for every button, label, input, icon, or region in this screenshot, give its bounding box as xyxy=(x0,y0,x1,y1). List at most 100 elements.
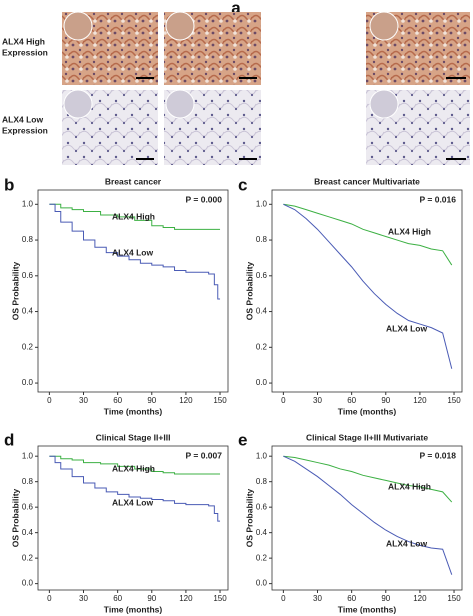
x-tick-label: 90 xyxy=(147,594,156,603)
plot-frame xyxy=(271,189,463,393)
y-tick-label: 0.2 xyxy=(22,342,34,351)
x-tick-label: 120 xyxy=(413,594,427,603)
x-tick-label: 0 xyxy=(281,594,286,603)
y-tick-label: 1.0 xyxy=(22,199,34,208)
survival-curve xyxy=(49,203,221,230)
survival-curve xyxy=(283,203,453,369)
x-tick-label: 30 xyxy=(313,396,322,405)
x-tick-label: 150 xyxy=(213,594,227,603)
inset xyxy=(165,89,195,119)
y-tick-label: 0.2 xyxy=(22,553,34,562)
x-tick-label: 90 xyxy=(381,396,390,405)
x-axis-label: Time (months) xyxy=(104,604,163,614)
x-tick-label: 150 xyxy=(447,396,461,405)
x-tick-label: 120 xyxy=(179,594,193,603)
row-label: ALX4 High xyxy=(2,36,45,46)
survival-curve xyxy=(283,455,453,503)
inset xyxy=(369,89,399,119)
p-value: P = 0.016 xyxy=(420,194,457,204)
y-tick-label: 0.2 xyxy=(256,553,268,562)
x-axis-label: Time (months) xyxy=(104,406,163,416)
panel-label: e xyxy=(238,430,247,449)
chart-title: Clinical Stage II+III Mutivariate xyxy=(306,432,428,442)
y-tick-label: 0.0 xyxy=(256,579,268,588)
panel-label: c xyxy=(238,175,247,194)
y-tick-label: 0.0 xyxy=(256,378,268,387)
curve-label: ALX4 Low xyxy=(112,497,153,507)
y-tick-label: 0.4 xyxy=(256,528,268,537)
scale-bars xyxy=(136,77,466,160)
inset xyxy=(369,11,399,41)
y-tick-label: 0.8 xyxy=(256,235,268,244)
x-tick-label: 30 xyxy=(313,594,322,603)
p-value: P = 0.000 xyxy=(186,194,223,204)
inset xyxy=(63,11,93,41)
y-tick-label: 0.4 xyxy=(22,528,34,537)
y-tick-label: 0.8 xyxy=(22,477,34,486)
panel-label: d xyxy=(4,430,14,449)
x-axis-label: Time (months) xyxy=(338,406,397,416)
y-tick-label: 0.6 xyxy=(256,502,268,511)
y-tick-label: 1.0 xyxy=(256,451,268,460)
y-tick-label: 0.6 xyxy=(22,271,34,280)
panel-label: a xyxy=(231,0,241,17)
y-tick-label: 0.8 xyxy=(22,235,34,244)
y-axis-label: OS Probability xyxy=(244,488,254,547)
y-tick-label: 0.8 xyxy=(256,477,268,486)
x-tick-label: 90 xyxy=(147,396,156,405)
chart-title: Clinical Stage II+III xyxy=(96,432,171,442)
curve-label: ALX4 High xyxy=(388,226,431,236)
curve-label: ALX4 High xyxy=(112,463,155,473)
survival-curve xyxy=(283,203,453,266)
curve-label: ALX4 Low xyxy=(386,323,427,333)
y-tick-label: 0.4 xyxy=(22,307,34,316)
p-value: P = 0.007 xyxy=(186,450,223,460)
survival-curve xyxy=(49,455,221,475)
x-tick-label: 60 xyxy=(347,396,356,405)
plot-frame xyxy=(37,445,229,591)
x-tick-label: 150 xyxy=(213,396,227,405)
y-tick-label: 0.0 xyxy=(22,378,34,387)
x-tick-label: 60 xyxy=(347,594,356,603)
x-axis-label: Time (months) xyxy=(338,604,397,614)
y-axis-label: OS Probability xyxy=(10,488,20,547)
y-tick-label: 0.0 xyxy=(22,579,34,588)
survival-curve xyxy=(283,455,453,575)
y-tick-label: 0.6 xyxy=(22,502,34,511)
y-tick-label: 0.2 xyxy=(256,342,268,351)
curve-label: ALX4 Low xyxy=(386,538,427,548)
row-label: ALX4 Low xyxy=(2,114,43,124)
x-tick-label: 60 xyxy=(113,396,122,405)
panel-label: b xyxy=(4,175,14,194)
inset xyxy=(63,89,93,119)
y-axis-label: OS Probability xyxy=(244,261,254,320)
plot-frame xyxy=(37,189,229,393)
survival-curve xyxy=(49,203,221,300)
curve-label: ALX4 Low xyxy=(112,247,153,257)
x-tick-label: 0 xyxy=(47,594,52,603)
curve-label: ALX4 High xyxy=(112,211,155,221)
y-tick-label: 1.0 xyxy=(256,199,268,208)
x-tick-label: 30 xyxy=(79,396,88,405)
plot-frame xyxy=(271,445,463,591)
x-tick-label: 120 xyxy=(179,396,193,405)
x-tick-label: 30 xyxy=(79,594,88,603)
chart-title: Breast cancer Multivariate xyxy=(314,176,420,186)
y-axis-label: OS Probability xyxy=(10,261,20,320)
y-tick-label: 0.6 xyxy=(256,271,268,280)
survival-curve xyxy=(49,455,221,522)
micrographs xyxy=(62,11,470,165)
curve-label: ALX4 High xyxy=(388,481,431,491)
x-tick-label: 150 xyxy=(447,594,461,603)
x-tick-label: 0 xyxy=(47,396,52,405)
row-label: Expression xyxy=(2,47,48,57)
inset xyxy=(165,11,195,41)
x-tick-label: 90 xyxy=(381,594,390,603)
x-tick-label: 0 xyxy=(281,396,286,405)
y-tick-label: 1.0 xyxy=(22,451,34,460)
x-tick-label: 120 xyxy=(413,396,427,405)
y-tick-label: 0.4 xyxy=(256,307,268,316)
p-value: P = 0.018 xyxy=(420,450,457,460)
